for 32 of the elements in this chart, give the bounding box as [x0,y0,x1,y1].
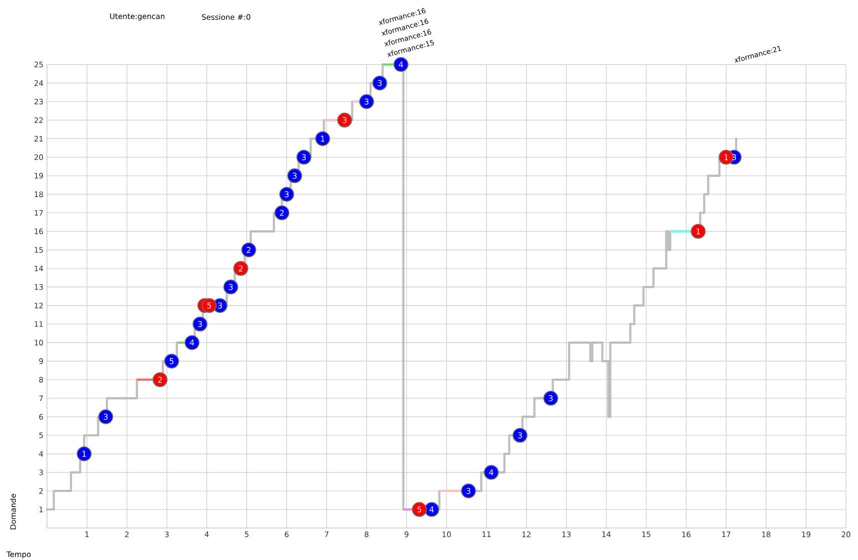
annotation: 1 [696,228,700,234]
point [233,260,248,276]
annotation: 2 [158,376,162,383]
annotation: 2 [246,246,250,253]
annotation: 3 [378,80,382,86]
annotation: 1 [82,450,86,457]
annotation: 1 [724,154,728,160]
annotation: 3 [466,488,470,494]
annotation: 5 [170,358,174,364]
annotation: 5 [207,302,212,308]
annotation: 4 [398,62,404,68]
annotation: 3 [342,117,347,124]
annotation: 3 [518,432,522,438]
annotation: 3 [284,191,289,198]
annotation: 3 [104,414,108,420]
point [315,131,330,146]
annotation: 4 [190,340,194,346]
annotation: 2 [280,210,284,216]
annotation: 3 [292,172,297,179]
annotation: 3 [228,284,233,290]
annotation: 3 [364,98,369,105]
annotation: 3 [302,154,306,160]
annotation: 3 [198,321,202,328]
point [690,224,706,239]
annotation: 4 [430,506,434,512]
annotation: 4 [489,469,494,476]
annotation: 1 [320,136,324,142]
annotation: 5 [417,506,422,512]
annotation: 2 [238,265,242,272]
annotation: 3 [218,302,222,309]
point [76,446,92,462]
annotation: 3 [548,395,553,402]
